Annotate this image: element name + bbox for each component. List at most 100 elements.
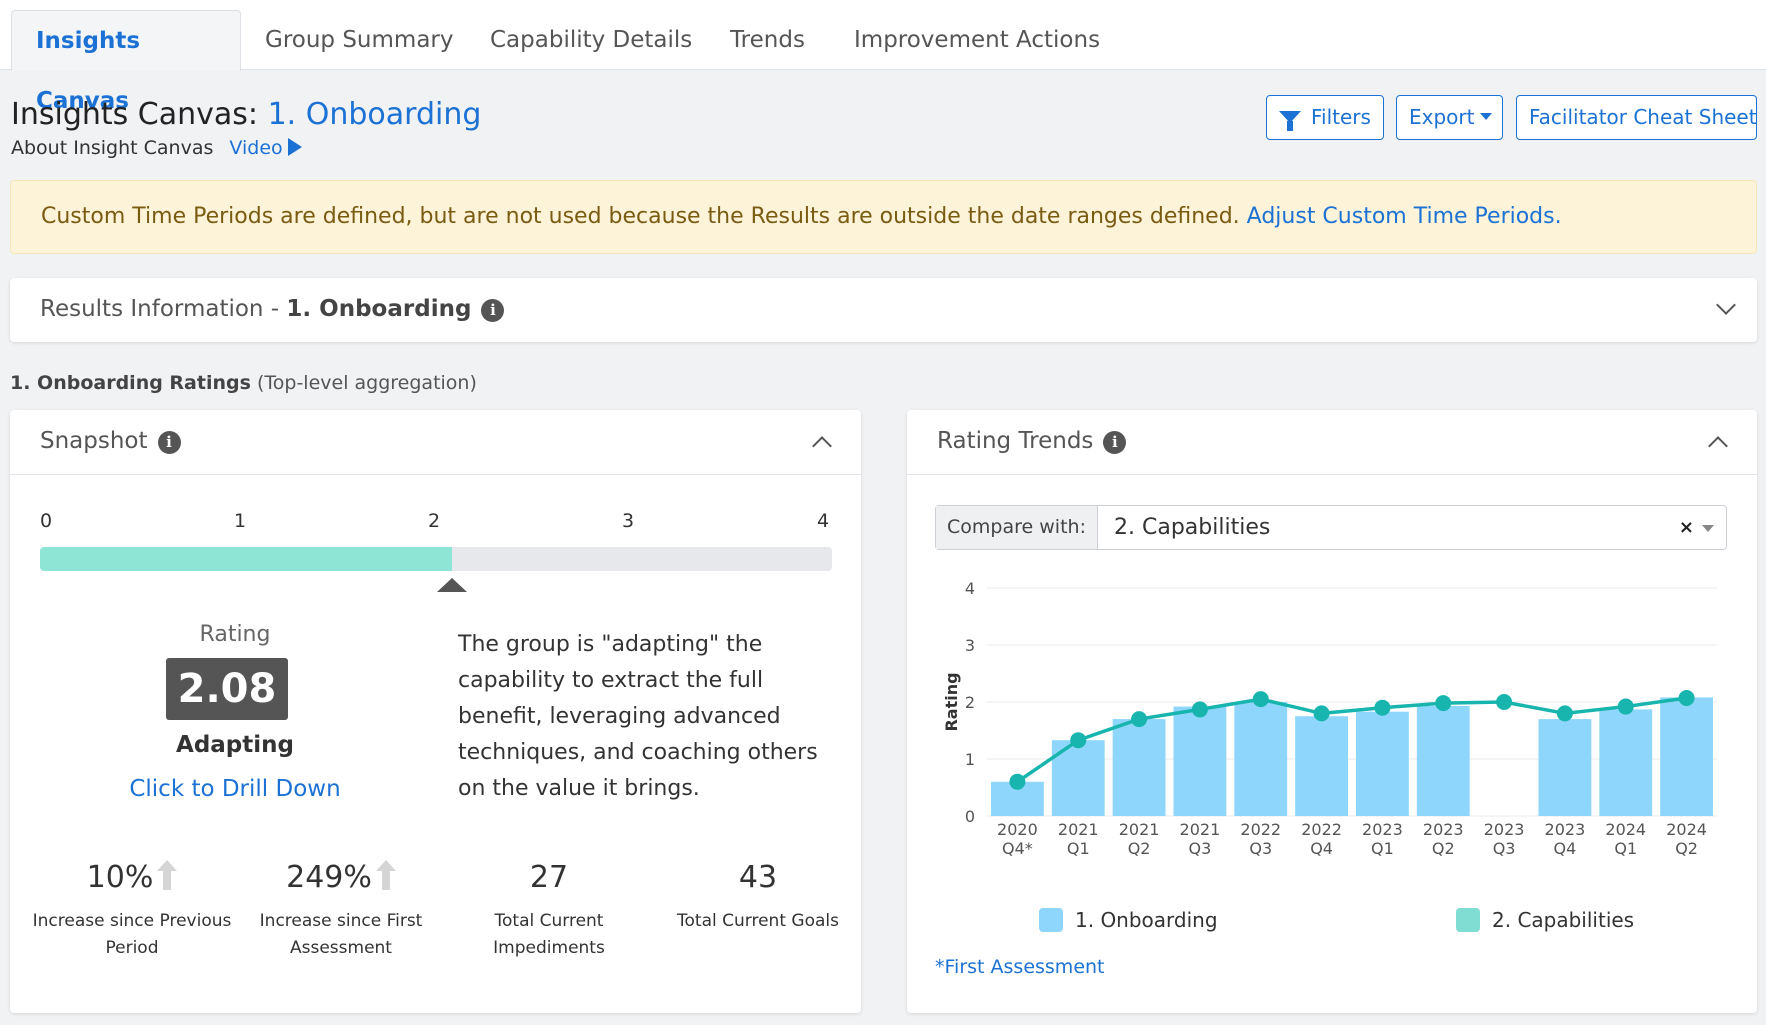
stat-value: 43 xyxy=(738,860,778,895)
x-tick-label: 2023 xyxy=(1362,820,1403,839)
compare-with-label: Compare with: xyxy=(936,506,1098,549)
stat-label: Total Current Goals xyxy=(677,911,839,931)
compare-with-select[interactable]: Compare with: 2. Capabilities × xyxy=(935,505,1727,550)
data-point xyxy=(1131,711,1148,728)
page-title-prefix: Insights Canvas: xyxy=(11,97,259,132)
page-title: Insights Canvas: 1. Onboarding xyxy=(11,97,481,132)
x-tick-label: 2021 xyxy=(1180,820,1221,839)
export-label: Export xyxy=(1409,105,1475,129)
legend-label: 1. Onboarding xyxy=(1075,908,1218,932)
stat-increase-first: 249% Increase since First Assessment xyxy=(236,858,446,962)
tab-improvement-actions[interactable]: Improvement Actions xyxy=(854,27,1101,53)
clear-selection-icon[interactable]: × xyxy=(1678,517,1694,538)
y-axis-label: Rating xyxy=(942,672,961,731)
chevron-up-icon[interactable] xyxy=(812,436,832,456)
alert-text: Custom Time Periods are defined, but are… xyxy=(41,204,1240,229)
tab-trends[interactable]: Trends xyxy=(730,27,805,53)
data-point xyxy=(1313,705,1330,722)
legend-swatch xyxy=(1456,908,1480,932)
stat-value: 10% xyxy=(86,860,154,895)
filters-label: Filters xyxy=(1311,105,1371,129)
x-tick-label: 2023 xyxy=(1484,820,1525,839)
export-button[interactable]: Export xyxy=(1396,95,1503,140)
scale-tick-1: 1 xyxy=(233,510,247,532)
x-tick-label: 2023 xyxy=(1423,820,1464,839)
bar xyxy=(1416,705,1470,816)
x-tick-label: 2021 xyxy=(1058,820,1099,839)
tab-bar: Insights Canvas Group Summary Capability… xyxy=(0,0,1766,114)
results-information-title: Results Information - 1. Onboarding i xyxy=(40,296,505,322)
bar xyxy=(1599,709,1653,816)
x-tick-label: 2024 xyxy=(1666,820,1707,839)
x-tick-label: Q3 xyxy=(1189,839,1212,858)
chevron-up-icon[interactable] xyxy=(1708,436,1728,456)
stat-goals: 43 Total Current Goals xyxy=(653,858,863,935)
x-tick-label: 2020 xyxy=(997,820,1038,839)
filters-button[interactable]: Filters xyxy=(1266,95,1384,140)
y-tick-label: 3 xyxy=(965,636,975,655)
custom-time-periods-alert: Custom Time Periods are defined, but are… xyxy=(10,180,1757,254)
data-point xyxy=(1191,701,1208,718)
tab-group-summary[interactable]: Group Summary xyxy=(265,27,454,53)
rating-trends-header: Rating Trends i xyxy=(907,410,1757,475)
bar xyxy=(1112,719,1166,816)
info-icon[interactable]: i xyxy=(481,299,505,322)
rating-trends-panel: Rating Trends i Compare with: 2. Capabili… xyxy=(907,410,1757,1013)
data-point xyxy=(1252,691,1269,708)
x-tick-label: Q4* xyxy=(1002,839,1033,858)
data-point xyxy=(1435,695,1452,712)
snapshot-title: Snapshot i xyxy=(40,428,181,454)
x-tick-label: 2021 xyxy=(1119,820,1160,839)
rating-marker-icon xyxy=(436,578,467,592)
scale-tick-3: 3 xyxy=(621,510,635,532)
compare-with-value: 2. Capabilities xyxy=(1114,515,1271,540)
play-icon xyxy=(287,138,302,156)
x-tick-label: Q1 xyxy=(1067,839,1090,858)
capabilities-line xyxy=(1016,696,1687,784)
bar xyxy=(1538,719,1592,816)
x-tick-label: 2022 xyxy=(1240,820,1281,839)
arrow-up-icon xyxy=(157,860,178,890)
snapshot-panel: Snapshot i 0 1 2 3 4 Rating 2.08 Adapting… xyxy=(10,410,861,1013)
stat-impediments: 27 Total Current Impediments xyxy=(444,858,654,962)
stat-label: Total Current Impediments xyxy=(493,911,605,958)
results-information-panel[interactable]: Results Information - 1. Onboarding i xyxy=(10,278,1757,342)
bar xyxy=(1173,706,1227,816)
legend-item-capabilities[interactable]: 2. Capabilities xyxy=(1456,908,1634,932)
video-link[interactable]: Video xyxy=(229,137,302,159)
x-tick-label: Q3 xyxy=(1249,839,1272,858)
facilitator-cheat-sheet-button[interactable]: Facilitator Cheat Sheet xyxy=(1516,95,1757,140)
legend-item-onboarding[interactable]: 1. Onboarding xyxy=(1039,908,1218,932)
x-tick-label: Q2 xyxy=(1432,839,1455,858)
stat-value: 27 xyxy=(529,860,569,895)
y-tick-label: 4 xyxy=(965,579,975,598)
tab-capability-details[interactable]: Capability Details xyxy=(490,27,693,53)
info-icon[interactable]: i xyxy=(1103,431,1127,454)
x-tick-label: Q4 xyxy=(1554,839,1577,858)
x-tick-label: 2023 xyxy=(1545,820,1586,839)
x-tick-label: Q4 xyxy=(1310,839,1333,858)
y-tick-label: 2 xyxy=(965,693,975,712)
x-tick-label: 2024 xyxy=(1605,820,1646,839)
bar xyxy=(1295,716,1348,816)
data-point xyxy=(1009,773,1026,790)
x-tick-label: Q3 xyxy=(1493,839,1516,858)
rating-level: Adapting xyxy=(176,732,294,758)
results-info-capability: 1. Onboarding xyxy=(286,296,472,322)
adjust-custom-time-periods-link[interactable]: Adjust Custom Time Periods. xyxy=(1246,204,1562,229)
ratings-section-title: 1. Onboarding Ratings xyxy=(10,372,251,394)
rating-trends-chart: 01234Rating2020Q4*2021Q12021Q22021Q32022… xyxy=(942,579,1717,858)
x-tick-label: Q1 xyxy=(1614,839,1637,858)
drill-down-link[interactable]: Click to Drill Down xyxy=(129,776,341,802)
snapshot-title-text: Snapshot xyxy=(40,428,148,454)
caret-down-icon xyxy=(1480,113,1493,120)
bar xyxy=(1660,697,1713,816)
caret-down-icon[interactable] xyxy=(1702,525,1714,532)
tab-insights-canvas[interactable]: Insights Canvas xyxy=(11,10,241,114)
data-point xyxy=(1678,690,1695,707)
y-tick-label: 0 xyxy=(965,807,975,826)
chevron-down-icon[interactable] xyxy=(1716,295,1736,315)
info-icon[interactable]: i xyxy=(157,431,181,454)
data-point xyxy=(1496,694,1513,710)
rating-trends-title-text: Rating Trends xyxy=(937,428,1094,454)
